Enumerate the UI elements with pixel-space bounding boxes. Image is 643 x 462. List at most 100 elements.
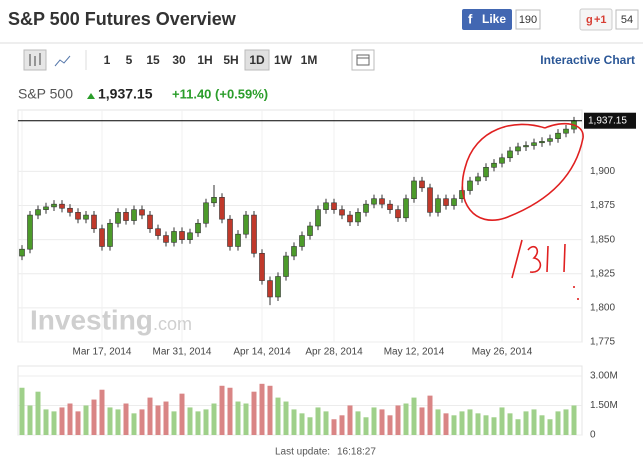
volume-bar	[131, 413, 137, 435]
volume-bar	[275, 397, 281, 435]
volume-bar	[371, 407, 377, 435]
volume-bar	[299, 413, 305, 435]
period-button[interactable]: 15	[146, 53, 160, 67]
volume-bar	[19, 387, 25, 435]
volume-bar	[427, 395, 433, 435]
candle-body	[275, 276, 281, 298]
candle-body	[299, 235, 305, 247]
volume-bar	[323, 411, 329, 435]
volume-bar	[331, 419, 337, 435]
volume-bar	[291, 409, 297, 435]
candle-body	[163, 235, 169, 243]
volume-bar	[539, 415, 545, 435]
candle-body	[139, 209, 145, 216]
volume-bar	[139, 409, 145, 435]
volume-bar	[363, 417, 369, 435]
volume-bar	[499, 407, 505, 435]
watermark: Investing	[30, 304, 153, 335]
candle-body	[91, 214, 97, 230]
period-selected	[244, 49, 270, 71]
candle-body	[115, 212, 121, 224]
candle-body	[99, 228, 105, 247]
volume-bar	[547, 419, 553, 435]
volume-bar	[443, 413, 449, 435]
candle-body	[363, 203, 369, 213]
candle-body	[331, 202, 337, 210]
candle-body	[435, 198, 441, 213]
period-button[interactable]: 1W	[274, 53, 293, 67]
table-tool[interactable]	[351, 49, 375, 71]
volume-bar	[411, 397, 417, 435]
candle-body	[323, 202, 329, 210]
candle-body	[379, 198, 385, 205]
period-button[interactable]: 1H	[197, 53, 212, 67]
candle-body	[171, 231, 177, 243]
x-tick-label: May 12, 2014	[384, 347, 445, 358]
candle-body	[555, 132, 561, 139]
volume-bar	[195, 411, 201, 435]
candle-body	[563, 128, 569, 134]
volume-bar	[379, 409, 385, 435]
volume-bar	[211, 403, 217, 435]
fb-icon: f	[468, 11, 473, 26]
like-button[interactable]	[462, 9, 512, 30]
change: +11.40 (+0.59%)	[172, 86, 268, 101]
volume-bar	[475, 413, 481, 435]
y-tick-label: 1,800	[590, 303, 615, 314]
candle-body	[251, 214, 257, 254]
candle-body	[35, 209, 41, 216]
period-button[interactable]: 1D	[249, 53, 265, 67]
candle-body	[339, 209, 345, 216]
period-button[interactable]: 1	[104, 53, 111, 67]
volume-bar	[435, 409, 441, 435]
candle-body	[155, 228, 161, 236]
last-update-time: 16:18:27	[337, 447, 376, 458]
volume-bar	[99, 389, 105, 435]
volume-bar	[259, 383, 265, 435]
gplus-count-box	[615, 9, 639, 30]
candle-body	[467, 180, 473, 191]
volume-bar	[307, 417, 313, 435]
period-button[interactable]: 5H	[223, 53, 238, 67]
volume-bar	[107, 407, 113, 435]
candle-body	[219, 197, 225, 220]
watermark-suffix: .com	[153, 314, 192, 334]
candle-body	[491, 162, 497, 168]
y-tick-label: 1,775	[590, 337, 615, 348]
x-tick-label: Apr 28, 2014	[305, 347, 363, 358]
candle-body	[131, 209, 137, 221]
candle-body	[547, 138, 553, 142]
volume-bar	[355, 411, 361, 435]
y-tick-label: 1,825	[590, 268, 615, 279]
volume-bar	[219, 385, 225, 435]
candle-body	[347, 214, 353, 223]
like-label[interactable]: Like	[482, 12, 506, 26]
candle-body	[19, 248, 25, 257]
volume-bar	[483, 415, 489, 435]
gplus-button[interactable]	[579, 8, 613, 31]
period-button[interactable]: 5	[126, 53, 133, 67]
candle-body	[75, 212, 81, 220]
volume-bar	[347, 405, 353, 435]
annotation-circle	[461, 122, 584, 221]
candle-body	[179, 231, 185, 240]
price: 1,937.15	[98, 86, 153, 102]
periods: 1 5 15 30 1H 5H 1D 1W 1M	[104, 49, 318, 71]
interactive-link[interactable]: Interactive Chart	[540, 53, 635, 67]
candle-body	[147, 214, 153, 230]
line-icon[interactable]	[54, 55, 71, 67]
like-count-box	[515, 9, 541, 30]
y-tick-label: 1,900	[590, 166, 615, 177]
candle-body	[531, 142, 537, 146]
volume-bar	[491, 417, 497, 435]
volume-bar	[419, 407, 425, 435]
volume-bar	[43, 409, 49, 435]
period-button[interactable]: 1M	[301, 53, 318, 67]
volume-bar	[51, 411, 57, 435]
candle-body	[107, 222, 113, 247]
candle-body	[443, 198, 449, 206]
gplus-label[interactable]: +1	[594, 14, 607, 26]
volume-bar	[467, 409, 473, 435]
period-button[interactable]: 30	[172, 53, 186, 67]
